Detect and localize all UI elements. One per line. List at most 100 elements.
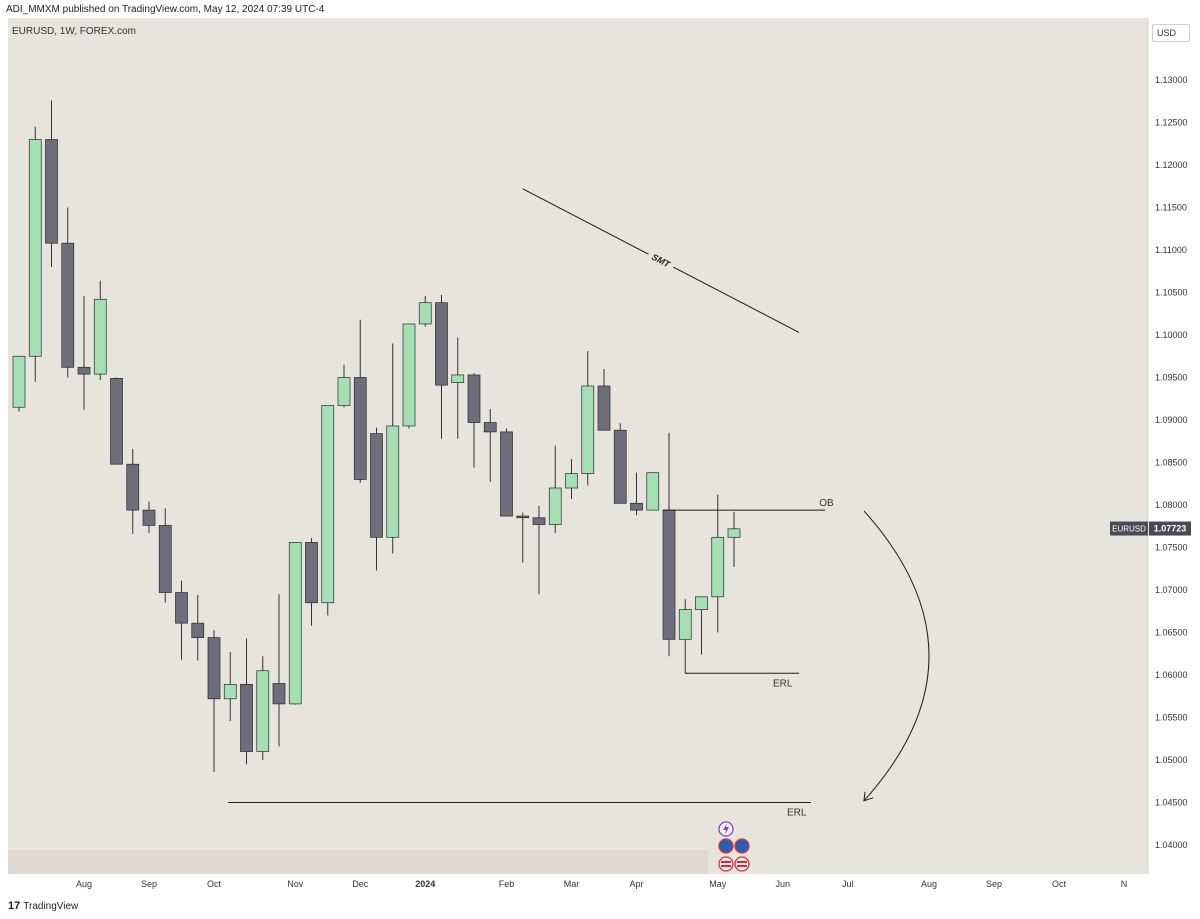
x-tick-label: Jun [775,879,790,889]
x-tick-label: Dec [352,879,369,889]
candle-down[interactable] [435,302,448,386]
erl-lower-label: ERL [787,808,807,819]
y-tick-label: 1.11500 [1155,203,1187,213]
candle-down[interactable] [483,422,497,433]
y-tick-label: 1.08000 [1155,500,1188,510]
last-price-symbol-bg [1110,521,1148,536]
candle-down[interactable] [191,622,205,638]
tradingview-logo[interactable]: 17 TradingView [8,900,78,912]
candle-up[interactable] [288,542,302,705]
y-tick-label: 1.07000 [1155,585,1188,595]
candle-down[interactable] [597,385,611,431]
y-tick-label: 1.06000 [1155,670,1188,680]
candle-down[interactable] [175,592,188,624]
x-tick-label: Jul [842,879,854,889]
candle-down[interactable] [126,463,140,511]
candle-down[interactable] [110,378,123,465]
candle-up[interactable] [581,385,595,474]
currency-selector[interactable]: USD [1152,24,1190,42]
ob-label: OB [819,498,834,509]
x-tick-label: Sep [986,879,1002,889]
y-tick-label: 1.04500 [1155,798,1188,808]
candle-down[interactable] [467,374,481,423]
y-tick-label: 1.09000 [1155,415,1188,425]
plot-background [8,18,1148,874]
x-tick-label: Oct [207,879,222,889]
candle-down[interactable] [240,683,253,752]
candle-up[interactable] [93,298,107,375]
symbol-info-label: EURUSD, 1W, FOREX.com [12,26,136,37]
erl-upper-label: ERL [773,678,793,689]
candle-up[interactable] [418,302,432,325]
candle-down[interactable] [516,515,530,519]
y-tick-label: 1.07500 [1155,543,1188,553]
candle-down[interactable] [532,517,546,525]
candle-up[interactable] [727,528,741,538]
candle-down[interactable] [61,242,75,368]
chart-area[interactable]: 1.04000 1.04500 1.05000 1.05500 1.06000 1.065… [0,18,1200,892]
us-flag-stripe-icon [737,865,747,867]
time-axis[interactable] [0,874,1200,892]
y-tick-label: 1.10500 [1155,288,1188,298]
x-tick-label: Aug [921,879,937,889]
x-tick-label: Feb [499,879,515,889]
published-text: ADI_MMXM published on TradingView.com, M… [6,4,325,15]
candle-down[interactable] [613,429,627,504]
y-tick-label: 1.06500 [1155,628,1188,638]
us-flag-event-icon[interactable] [718,856,734,872]
candle-down[interactable] [272,683,286,705]
y-tick-label: 1.05500 [1155,713,1188,723]
candle-down[interactable] [500,431,513,517]
candle-down[interactable] [142,509,156,526]
price-axis[interactable] [1148,18,1200,874]
us-flag-event-icon[interactable] [734,856,750,872]
candle-up[interactable] [28,139,42,357]
x-tick-label: Nov [287,879,304,889]
y-tick-label: 1.12500 [1155,118,1188,128]
candle-down[interactable] [662,509,676,640]
candle-up[interactable] [711,536,725,598]
candle-up[interactable] [678,609,692,640]
candle-up[interactable] [451,374,465,383]
y-tick-label: 1.10000 [1155,330,1188,340]
candle-up[interactable] [548,487,562,525]
x-tick-label: Aug [76,879,92,889]
x-tick-label: Oct [1052,879,1067,889]
us-flag-stripe-icon [721,865,731,867]
calendar-event-icon[interactable] [718,838,734,854]
candle-down[interactable] [305,542,318,604]
smt-label-bg [645,247,677,274]
candle-up[interactable] [695,596,708,610]
candle-down[interactable] [45,139,58,244]
projection-arrow[interactable] [863,510,930,802]
candle-up[interactable] [337,377,351,406]
candle-down[interactable] [207,637,221,700]
candle-down[interactable] [370,433,383,538]
x-tick-label: N [1121,879,1128,889]
candle-up[interactable] [646,472,660,511]
candlestick-chart[interactable]: 1.04000 1.04500 1.05000 1.05500 1.06000 1.065… [0,18,1200,892]
candle-up[interactable] [12,355,26,408]
y-tick-label: 1.09500 [1155,373,1188,383]
candle-down[interactable] [630,502,643,511]
candle-down[interactable] [158,525,172,593]
last-price-symbol: EURUSD [1112,525,1146,534]
candle-down[interactable] [353,377,367,480]
x-tick-label: Sep [141,879,157,889]
candle-up[interactable] [223,683,237,700]
candle-up[interactable] [402,323,416,427]
candle-up[interactable] [565,473,578,489]
calendar-event-icon[interactable] [734,838,750,854]
x-tick-label: 2024 [415,879,435,889]
y-tick-label: 1.12000 [1155,160,1188,170]
candle-down[interactable] [77,366,91,375]
tradingview-logo-icon: 17 [8,900,21,912]
candle-up[interactable] [386,425,400,538]
last-price-tag: 1.07723 [1154,524,1187,534]
footer: 17 TradingView [0,892,1200,919]
candle-up[interactable] [256,670,270,752]
candle-up[interactable] [321,405,335,604]
x-tick-label: Apr [629,879,643,889]
x-tick-label: Mar [564,879,580,889]
published-header: ADI_MMXM published on TradingView.com, M… [0,0,1200,18]
